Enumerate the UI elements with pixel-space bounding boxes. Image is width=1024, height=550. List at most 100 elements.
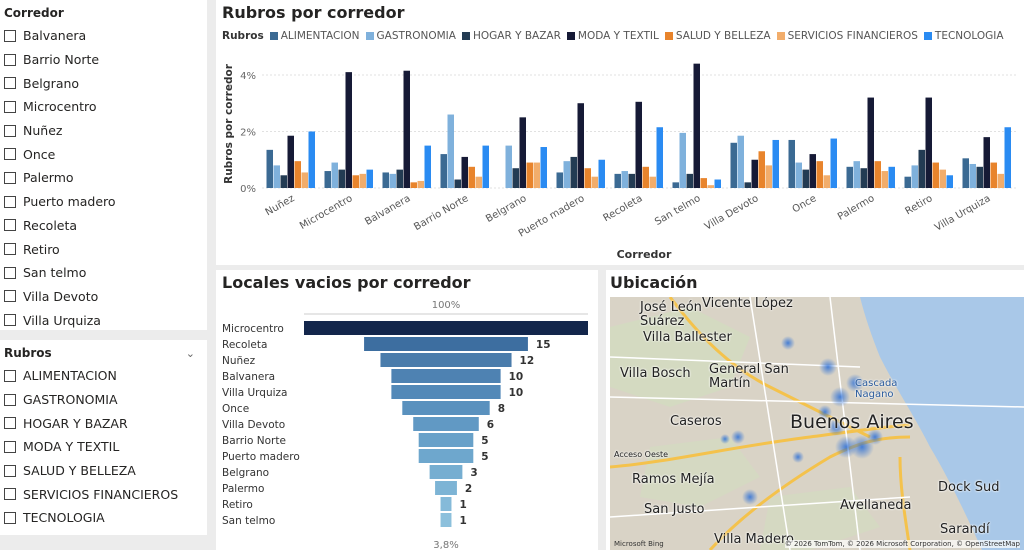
bar[interactable] bbox=[324, 171, 332, 188]
slicer-item-nunez[interactable]: Nuñez bbox=[0, 119, 207, 143]
legend-item-alimentacion[interactable]: ALIMENTACION bbox=[269, 30, 360, 42]
checkbox[interactable] bbox=[4, 100, 16, 113]
slicer-item-recoleta[interactable]: Recoleta bbox=[0, 214, 207, 238]
bar[interactable] bbox=[410, 182, 418, 188]
bar[interactable] bbox=[287, 135, 295, 188]
bar[interactable] bbox=[802, 169, 810, 188]
checkbox[interactable] bbox=[4, 464, 16, 477]
bar[interactable] bbox=[454, 179, 462, 188]
slicer-item-villa-devoto[interactable]: Villa Devoto bbox=[0, 285, 207, 309]
bar[interactable] bbox=[867, 97, 875, 188]
bar[interactable] bbox=[475, 176, 483, 188]
bar[interactable] bbox=[345, 72, 353, 188]
slicer-item-retiro[interactable]: Retiro bbox=[0, 237, 207, 261]
bar[interactable] bbox=[584, 168, 592, 188]
slicer-item-microcentro[interactable]: Microcentro bbox=[0, 95, 207, 119]
bar[interactable] bbox=[853, 161, 861, 188]
bar[interactable] bbox=[366, 169, 374, 188]
checkbox[interactable] bbox=[4, 440, 16, 453]
bar[interactable] bbox=[403, 70, 411, 188]
bar[interactable] bbox=[946, 175, 954, 188]
checkbox[interactable] bbox=[4, 195, 16, 208]
bar[interactable] bbox=[911, 165, 919, 188]
checkbox[interactable] bbox=[4, 171, 16, 184]
funnel-bar[interactable] bbox=[440, 497, 452, 511]
bar[interactable] bbox=[1004, 127, 1012, 188]
slicer-item-gastronomia[interactable]: GASTRONOMIA bbox=[0, 388, 207, 412]
bar[interactable] bbox=[656, 127, 664, 188]
bar[interactable] bbox=[860, 168, 868, 188]
slicer-item-villa-urquiza[interactable]: Villa Urquiza bbox=[0, 308, 207, 332]
checkbox[interactable] bbox=[4, 243, 16, 256]
checkbox[interactable] bbox=[4, 369, 16, 382]
bar[interactable] bbox=[969, 163, 977, 188]
map-canvas[interactable]: Vicente López José León Suárez Villa Balle… bbox=[610, 297, 1024, 550]
bar[interactable] bbox=[714, 179, 722, 188]
bar[interactable] bbox=[765, 165, 773, 188]
bar[interactable] bbox=[352, 175, 360, 188]
bar[interactable] bbox=[273, 165, 281, 188]
bar[interactable] bbox=[614, 173, 622, 188]
bar[interactable] bbox=[447, 114, 455, 188]
slicer-item-barrio-norte[interactable]: Barrio Norte bbox=[0, 48, 207, 72]
slicer-item-moda-y-textil[interactable]: MODA Y TEXTIL bbox=[0, 435, 207, 459]
bar[interactable] bbox=[563, 161, 571, 188]
map-copyright[interactable]: © 2026 TomTom, © 2026 Microsoft Corporat… bbox=[784, 540, 1020, 548]
bar[interactable] bbox=[294, 161, 302, 188]
slicer-item-servicios-financieros[interactable]: SERVICIOS FINANCIEROS bbox=[0, 482, 207, 506]
bar[interactable] bbox=[997, 173, 1005, 188]
checkbox[interactable] bbox=[4, 314, 16, 327]
funnel-bar[interactable] bbox=[435, 481, 457, 495]
bar[interactable] bbox=[417, 180, 425, 188]
bar[interactable] bbox=[744, 182, 752, 188]
bar[interactable] bbox=[679, 132, 687, 188]
funnel-bar[interactable] bbox=[364, 337, 528, 351]
bar[interactable] bbox=[598, 159, 606, 188]
bar[interactable] bbox=[758, 151, 766, 188]
bar[interactable] bbox=[382, 172, 390, 188]
slicer-item-palermo[interactable]: Palermo bbox=[0, 166, 207, 190]
funnel-bar[interactable] bbox=[380, 353, 512, 367]
slicer-item-hogar-y-bazar[interactable]: HOGAR Y BAZAR bbox=[0, 411, 207, 435]
legend-item-servicios-financieros[interactable]: SERVICIOS FINANCIEROS bbox=[776, 30, 918, 42]
funnel-bar[interactable] bbox=[391, 385, 501, 399]
legend-item-tecnologia[interactable]: TECNOLOGIA bbox=[923, 30, 1004, 42]
bar[interactable] bbox=[737, 135, 745, 188]
bar[interactable] bbox=[308, 131, 316, 188]
bar[interactable] bbox=[468, 166, 476, 188]
bar[interactable] bbox=[932, 162, 940, 188]
funnel-bar[interactable] bbox=[418, 449, 474, 463]
bar[interactable] bbox=[795, 162, 803, 188]
bar[interactable] bbox=[693, 63, 701, 188]
bar[interactable] bbox=[823, 175, 831, 188]
bar[interactable] bbox=[962, 158, 970, 188]
bar[interactable] bbox=[440, 154, 448, 188]
bar[interactable] bbox=[396, 169, 404, 188]
bar[interactable] bbox=[672, 182, 680, 188]
funnel-bar[interactable] bbox=[402, 401, 490, 415]
checkbox[interactable] bbox=[4, 266, 16, 279]
bar[interactable] bbox=[918, 149, 926, 188]
bar[interactable] bbox=[874, 161, 882, 188]
bar[interactable] bbox=[280, 175, 288, 188]
legend-item-hogar-y-bazar[interactable]: HOGAR Y BAZAR bbox=[461, 30, 561, 42]
slicer-item-balvanera[interactable]: Balvanera bbox=[0, 24, 207, 48]
legend-item-gastronomia[interactable]: GASTRONOMIA bbox=[365, 30, 456, 42]
bar[interactable] bbox=[707, 185, 715, 188]
bar[interactable] bbox=[939, 169, 947, 188]
checkbox[interactable] bbox=[4, 393, 16, 406]
bar[interactable] bbox=[331, 162, 339, 188]
bar[interactable] bbox=[830, 138, 838, 188]
bar[interactable] bbox=[983, 137, 991, 188]
bar[interactable] bbox=[424, 145, 432, 188]
bar[interactable] bbox=[540, 147, 548, 188]
bar[interactable] bbox=[846, 166, 854, 188]
bar[interactable] bbox=[628, 173, 636, 188]
bar[interactable] bbox=[809, 154, 817, 188]
funnel-bar[interactable] bbox=[391, 369, 501, 383]
bar[interactable] bbox=[904, 176, 912, 188]
checkbox[interactable] bbox=[4, 77, 16, 90]
bar[interactable] bbox=[751, 159, 759, 188]
bar[interactable] bbox=[505, 145, 513, 188]
bar[interactable] bbox=[621, 171, 629, 188]
